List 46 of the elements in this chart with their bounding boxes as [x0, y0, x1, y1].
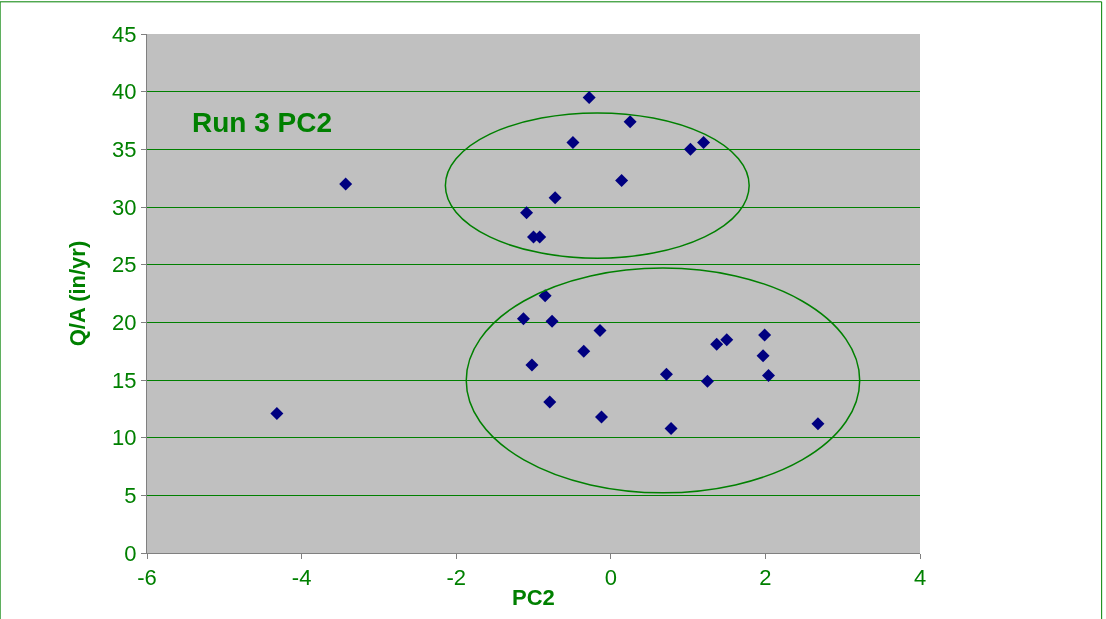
y-tick-label: 5	[124, 483, 137, 509]
point	[577, 344, 591, 358]
y-tick-label: 40	[112, 79, 137, 105]
x-tick-label: 2	[759, 565, 772, 591]
point	[659, 367, 673, 381]
point	[683, 142, 697, 156]
y-tick-label: 45	[112, 21, 137, 47]
point	[525, 358, 539, 372]
point	[545, 314, 559, 328]
point	[811, 417, 825, 431]
point	[339, 177, 353, 191]
point	[566, 135, 580, 149]
point	[700, 374, 714, 388]
y-tick-label: 15	[112, 367, 137, 393]
point	[761, 368, 775, 382]
x-tick-label: 4	[913, 565, 927, 591]
point	[756, 349, 770, 363]
point	[548, 191, 562, 205]
text: Run 3 PC2	[192, 107, 333, 138]
point	[270, 406, 284, 420]
point	[720, 333, 734, 347]
point	[623, 115, 637, 129]
point	[595, 410, 609, 424]
point	[543, 395, 557, 409]
x-tick-label: -2	[446, 565, 466, 591]
point	[538, 289, 552, 303]
x-tick-label: 0	[604, 565, 617, 591]
point	[664, 421, 678, 435]
point	[582, 90, 596, 104]
point	[697, 135, 711, 149]
point	[516, 312, 530, 326]
y-tick-label: 0	[124, 540, 137, 566]
y-tick-label: 30	[112, 194, 137, 220]
y-tick-label: 25	[112, 252, 137, 278]
x-tick-label: -6	[137, 565, 157, 591]
point	[758, 328, 772, 342]
point	[710, 337, 724, 351]
y-tick-label: 10	[112, 425, 137, 451]
point	[615, 173, 629, 187]
y-tick-label: 20	[112, 310, 137, 336]
x-axis-title: PC2	[512, 585, 555, 610]
point	[593, 323, 607, 337]
y-tick-label: 35	[112, 137, 137, 163]
x-tick-label: -4	[291, 565, 312, 591]
y-axis-title: Q/A (in/yr)	[64, 240, 90, 347]
point	[520, 206, 534, 220]
